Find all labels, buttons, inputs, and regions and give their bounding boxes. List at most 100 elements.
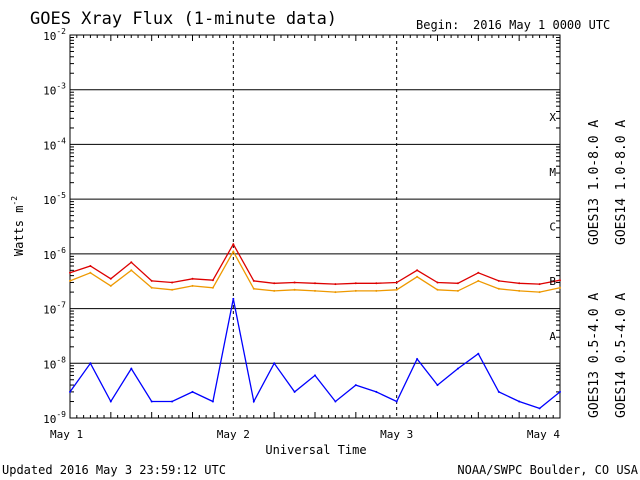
- series-point-2: [150, 400, 153, 403]
- series-point-0: [477, 271, 480, 274]
- series-point-0: [395, 281, 398, 284]
- series-point-2: [130, 367, 133, 370]
- series-point-1: [436, 288, 439, 291]
- series-point-1: [456, 289, 459, 292]
- series-point-2: [497, 390, 500, 393]
- begin-value: 2016 May 1 0000 UTC: [473, 18, 610, 32]
- series-point-1: [211, 286, 214, 289]
- series-point-1: [559, 286, 561, 289]
- series-point-0: [109, 277, 112, 280]
- series-point-1: [416, 275, 419, 278]
- series-point-1: [314, 289, 316, 292]
- series-point-2: [538, 407, 541, 410]
- series-point-2: [109, 400, 112, 403]
- series-point-2: [559, 390, 561, 393]
- y-tick-label: 10-8: [43, 355, 66, 371]
- flare-class-X: X: [549, 111, 556, 124]
- y-axis-label: Watts m-2: [10, 196, 26, 256]
- series-point-2: [375, 390, 378, 393]
- series-point-0: [150, 279, 153, 282]
- series-point-1: [538, 291, 541, 294]
- series-point-1: [293, 288, 296, 291]
- series-point-1: [130, 269, 133, 272]
- legend: GOES13 1.0-8.0 A GOES14 1.0-8.0 A GOES13…: [587, 120, 629, 418]
- series-point-0: [497, 279, 500, 282]
- plot-frame: [69, 34, 561, 419]
- legend-goes14-long: GOES14 1.0-8.0 A: [614, 120, 629, 245]
- gridlines: [70, 35, 560, 418]
- series-point-2: [354, 384, 357, 387]
- series-point-1: [191, 284, 194, 287]
- series-point-0: [456, 282, 459, 285]
- series-point-1: [252, 287, 255, 290]
- series-point-0: [518, 282, 521, 285]
- series-layer: [69, 242, 561, 410]
- series-point-2: [89, 362, 92, 365]
- series-point-2: [252, 400, 255, 403]
- series-point-1: [334, 291, 337, 294]
- chart-title: GOES Xray Flux (1-minute data): [30, 9, 337, 29]
- svg-text:Watts m-2: Watts m-2: [10, 196, 26, 256]
- series-point-2: [171, 400, 174, 403]
- series-point-0: [334, 283, 337, 286]
- series-point-0: [375, 282, 378, 285]
- plot-area: A B C M X: [69, 34, 561, 419]
- series-point-1: [89, 271, 92, 274]
- series-point-0: [69, 271, 71, 274]
- series-point-1: [375, 289, 378, 292]
- series-point-2: [456, 367, 459, 370]
- series-point-1: [150, 286, 153, 289]
- series-point-1: [354, 289, 357, 292]
- series-point-1: [109, 284, 112, 287]
- y-axis-ticks: 10-9 10-8 10-7 10-6 10-5 10-4 10-3 10-2: [43, 27, 66, 426]
- y-axis-label-exponent: -2: [10, 196, 19, 206]
- flare-class-A: A: [549, 330, 556, 343]
- series-point-2: [232, 297, 235, 300]
- credit-line: NOAA/SWPC Boulder, CO USA: [457, 463, 638, 477]
- updated-timestamp: Updated 2016 May 3 23:59:12 UTC: [2, 463, 226, 477]
- series-point-1: [232, 250, 235, 253]
- series-point-2: [395, 400, 398, 403]
- series-point-2: [273, 362, 276, 365]
- series-point-2: [436, 384, 439, 387]
- x-tick-label: May 2: [217, 428, 250, 441]
- series-point-2: [477, 352, 480, 355]
- series-point-2: [518, 400, 521, 403]
- flare-class-labels: A B C M X: [549, 111, 556, 343]
- series-point-0: [211, 279, 214, 282]
- series-point-1: [497, 287, 500, 290]
- series-point-2: [69, 390, 71, 393]
- flare-class-C: C: [549, 221, 556, 234]
- flare-class-M: M: [549, 166, 556, 179]
- series-point-1: [69, 279, 71, 282]
- x-tick-label: May 3: [380, 428, 413, 441]
- series-point-0: [273, 282, 276, 285]
- x-axis-label: Universal Time: [265, 443, 366, 457]
- legend-goes13-short: GOES13 0.5-4.0 A: [587, 293, 602, 418]
- series-point-0: [354, 282, 357, 285]
- series-point-0: [538, 283, 541, 286]
- series-point-1: [518, 289, 521, 292]
- series-point-0: [416, 269, 419, 272]
- x-axis-ticks: May 1 May 2 May 3 May 4: [50, 428, 560, 441]
- series-point-2: [293, 390, 296, 393]
- y-tick-label: 10-6: [43, 246, 66, 262]
- series-point-0: [232, 243, 235, 246]
- y-tick-label: 10-7: [43, 301, 66, 317]
- series-point-1: [395, 288, 398, 291]
- series-point-2: [334, 400, 337, 403]
- y-tick-label: 10-2: [43, 27, 66, 43]
- x-tick-label: May 4: [527, 428, 560, 441]
- y-tick-label: 10-3: [43, 82, 66, 98]
- x-tick-label: May 1: [50, 428, 83, 441]
- series-point-2: [191, 390, 194, 393]
- series-point-2: [211, 400, 214, 403]
- series-point-2: [416, 358, 419, 360]
- legend-goes13-long: GOES13 1.0-8.0 A: [587, 120, 602, 245]
- series-point-1: [171, 288, 174, 291]
- y-tick-label: 10-9: [43, 410, 66, 426]
- series-point-0: [171, 281, 174, 284]
- flare-class-B: B: [549, 275, 556, 288]
- y-tick-label: 10-5: [43, 191, 66, 207]
